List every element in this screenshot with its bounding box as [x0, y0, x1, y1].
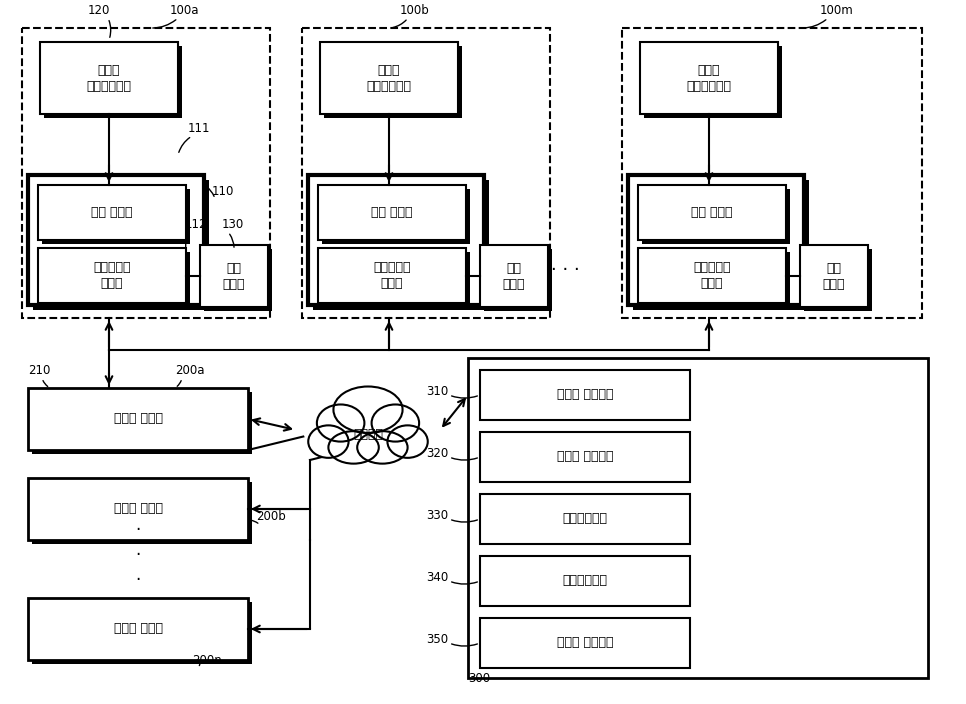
Text: 310: 310 [426, 385, 448, 398]
Ellipse shape [357, 431, 408, 464]
Bar [320, 42, 458, 114]
Bar [633, 180, 809, 310]
Bar [628, 175, 804, 305]
Text: 130: 130 [222, 218, 244, 231]
Text: 이벤트 진행부: 이벤트 진행부 [113, 622, 162, 636]
Text: 100b: 100b [400, 4, 430, 17]
Bar [33, 180, 209, 310]
Text: ·
·
·: · · · [135, 521, 141, 589]
Bar [42, 189, 190, 244]
Bar [800, 245, 868, 307]
Bar [468, 358, 928, 678]
Bar [638, 185, 786, 240]
Text: 100m: 100m [820, 4, 854, 17]
Bar [32, 602, 252, 664]
Text: 어드바이스
제공부: 어드바이스 제공부 [694, 261, 730, 290]
Text: 210: 210 [28, 364, 50, 377]
Text: 가입자 관리서버: 가입자 관리서버 [556, 451, 613, 463]
Bar [638, 248, 786, 303]
Text: 광고관리서버: 광고관리서버 [562, 513, 608, 525]
Bar [302, 28, 550, 318]
Bar [200, 245, 268, 307]
Text: 110: 110 [212, 185, 235, 198]
Text: 330: 330 [426, 509, 448, 522]
Ellipse shape [303, 395, 433, 465]
Bar [32, 392, 252, 454]
Bar [322, 189, 470, 244]
Text: 340: 340 [426, 571, 448, 584]
Text: 320: 320 [426, 447, 448, 460]
Text: 이벤트 관리서버: 이벤트 관리서버 [556, 636, 613, 650]
Bar [484, 249, 552, 311]
Text: 111: 111 [188, 122, 211, 135]
Bar [318, 248, 466, 303]
Bar [28, 388, 248, 450]
Text: 사용자
인터페이스부: 사용자 인터페이스부 [87, 63, 131, 92]
Text: 재생 관리부: 재생 관리부 [371, 206, 412, 219]
Text: 어드바이스
제공부: 어드바이스 제공부 [373, 261, 411, 290]
Text: 350: 350 [426, 633, 448, 646]
Bar [44, 46, 182, 118]
Text: 200n: 200n [192, 654, 222, 667]
Bar [640, 42, 778, 114]
Ellipse shape [372, 405, 419, 441]
Bar [28, 478, 248, 540]
Text: 영상
촬영부: 영상 촬영부 [223, 261, 245, 291]
Bar [622, 28, 922, 318]
Text: 당구장 관리서버: 당구장 관리서버 [556, 389, 613, 401]
Bar [308, 175, 484, 305]
Text: 사용자
인터페이스부: 사용자 인터페이스부 [366, 63, 412, 92]
Text: 어드바이스
제공부: 어드바이스 제공부 [94, 261, 130, 290]
Text: 이벤트 진행부: 이벤트 진행부 [113, 413, 162, 425]
Bar [204, 249, 272, 311]
Bar [22, 28, 270, 318]
Bar [480, 370, 690, 420]
Text: 재생 관리부: 재생 관리부 [91, 206, 132, 219]
Bar [28, 175, 204, 305]
Text: 112: 112 [185, 218, 208, 231]
Bar [804, 249, 872, 311]
Text: 재생 관리부: 재생 관리부 [692, 206, 733, 219]
Text: · · ·: · · · [551, 261, 580, 279]
Bar [318, 185, 466, 240]
Text: 네트워크: 네트워크 [353, 429, 383, 441]
Text: 200b: 200b [256, 510, 286, 523]
Text: 영상
촬영부: 영상 촬영부 [823, 261, 845, 291]
Bar [38, 248, 186, 303]
Bar [40, 42, 178, 114]
Bar [38, 185, 186, 240]
Text: 120: 120 [88, 4, 110, 17]
Ellipse shape [387, 425, 428, 458]
Ellipse shape [328, 431, 379, 464]
Text: 유지보수서버: 유지보수서버 [562, 574, 608, 588]
Bar [28, 598, 248, 660]
Text: 100a: 100a [170, 4, 200, 17]
Bar [642, 252, 790, 307]
Bar [480, 245, 548, 307]
Bar [642, 189, 790, 244]
Text: 200a: 200a [175, 364, 205, 377]
Text: 사용자
인터페이스부: 사용자 인터페이스부 [687, 63, 731, 92]
Ellipse shape [333, 386, 403, 433]
Text: 300: 300 [468, 672, 490, 685]
Bar [480, 618, 690, 668]
Ellipse shape [317, 405, 364, 441]
Text: 영상
촬영부: 영상 촬영부 [502, 261, 526, 291]
Bar [480, 556, 690, 606]
Bar [480, 494, 690, 544]
Bar [324, 46, 462, 118]
Bar [644, 46, 782, 118]
Bar [322, 252, 470, 307]
Ellipse shape [308, 425, 349, 458]
Bar [32, 482, 252, 544]
Bar [313, 180, 489, 310]
Bar [480, 432, 690, 482]
Bar [42, 252, 190, 307]
Text: 이벤트 진행부: 이벤트 진행부 [113, 503, 162, 515]
